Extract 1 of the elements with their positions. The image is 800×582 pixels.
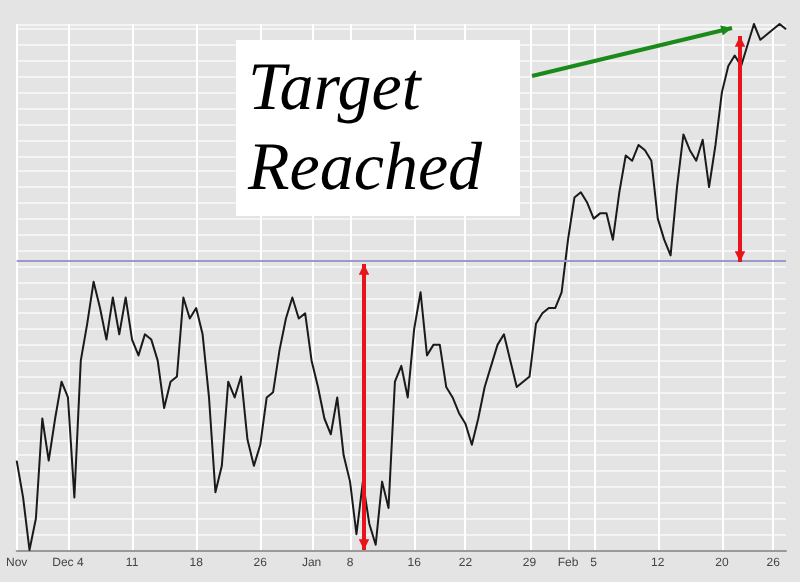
annotation: Target Reached [246,51,485,205]
